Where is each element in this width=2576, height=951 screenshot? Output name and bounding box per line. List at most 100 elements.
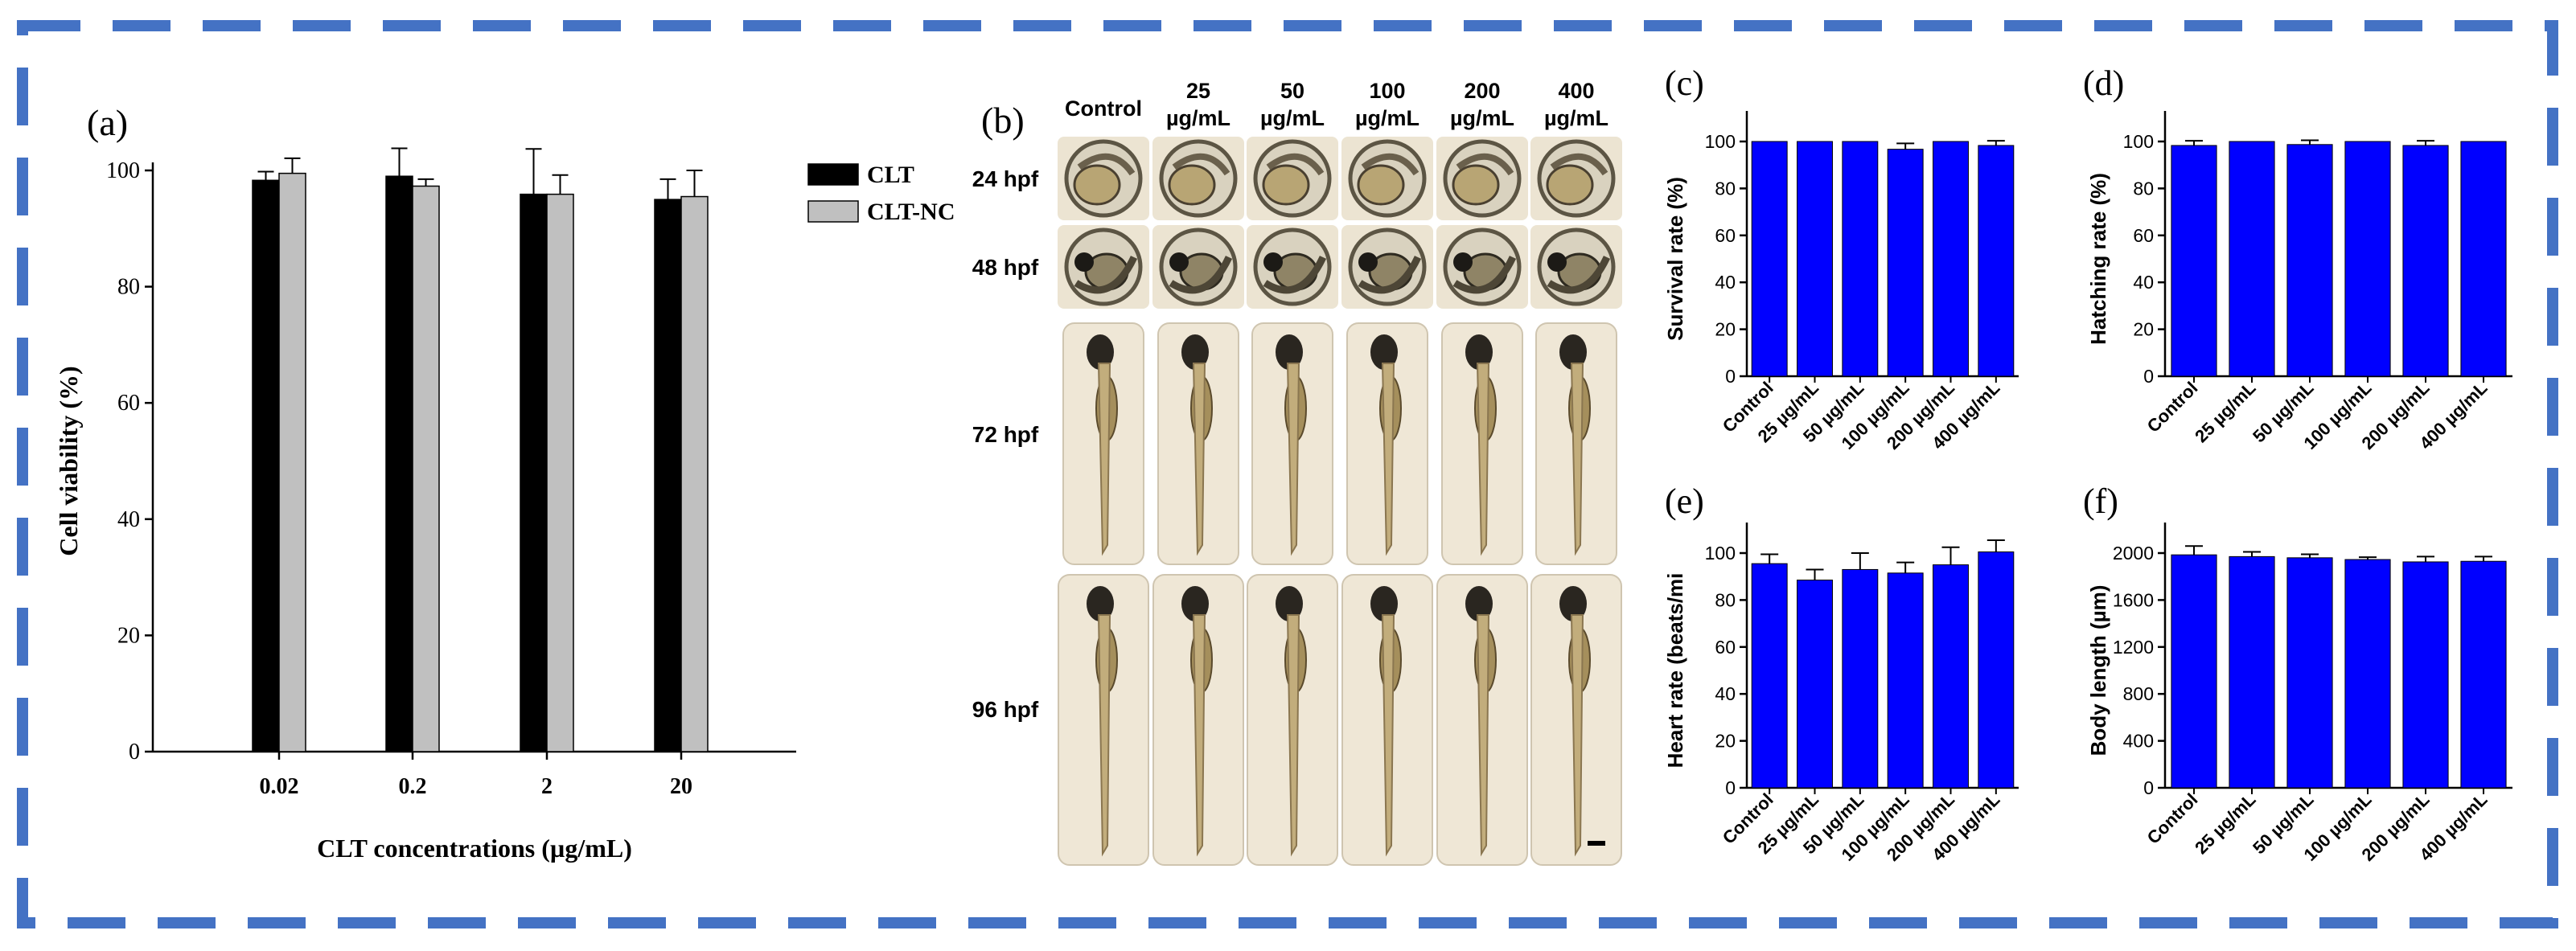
y-tick-label: 80 xyxy=(1715,589,1736,610)
legend-label-clt-nc: CLT-NC xyxy=(867,199,955,225)
larva-head-shape xyxy=(1181,334,1209,370)
eye-shape xyxy=(1453,252,1473,272)
larva-head-shape xyxy=(1370,586,1398,621)
panel-label-f: (f) xyxy=(2083,482,2118,521)
larva-body-shape xyxy=(1476,614,1490,857)
yolk-shape xyxy=(1262,164,1310,206)
larva-head-shape xyxy=(1276,334,1303,370)
bar xyxy=(2171,554,2217,789)
dashed-frame xyxy=(17,20,2558,928)
larva-body-shape xyxy=(1286,363,1300,556)
larva-body-shape xyxy=(1192,614,1206,857)
eye-shape xyxy=(1547,252,1567,272)
y-axis-label: Heart rate (beats/mi xyxy=(1663,573,1687,769)
larva-head-shape xyxy=(1087,586,1114,621)
y-tick-label: 1600 xyxy=(2113,589,2154,610)
y-axis-label: Body length (µm) xyxy=(2086,585,2110,756)
row-label: 24 hpf xyxy=(972,166,1039,191)
y-tick-label: 20 xyxy=(117,623,140,648)
y-tick-label: 80 xyxy=(1715,178,1736,199)
column-header-unit: µg/mL xyxy=(1355,106,1419,130)
bar xyxy=(1797,580,1833,789)
y-tick-label: 60 xyxy=(2133,225,2154,246)
y-tick-label: 100 xyxy=(106,158,140,183)
bar xyxy=(1978,551,2015,789)
y-tick-label: 80 xyxy=(2133,178,2154,199)
yolk-shape xyxy=(1168,164,1216,206)
embryo-tail-shape xyxy=(1452,256,1517,294)
y-tick-label: 400 xyxy=(2123,731,2154,752)
row-label: 48 hpf xyxy=(972,255,1039,280)
bar-clt-nc xyxy=(412,185,440,752)
x-axis-label: CLT concentrations (µg/mL) xyxy=(317,834,632,863)
bar-clt-nc xyxy=(278,172,306,752)
y-tick-label: 0 xyxy=(129,740,140,764)
y-tick-label: 40 xyxy=(1715,683,1736,704)
larva-body-shape xyxy=(1570,614,1584,857)
larva-body-shape xyxy=(1381,614,1395,857)
column-header-value: 50 xyxy=(1280,79,1304,103)
panel-label-a: (a) xyxy=(87,102,128,143)
eye-shape xyxy=(1358,252,1378,272)
bar xyxy=(1933,564,1969,789)
x-tick-label: 20 xyxy=(670,774,692,799)
yolk-shape xyxy=(1073,164,1121,206)
bar xyxy=(1751,563,1788,789)
bar xyxy=(2229,141,2275,377)
bar xyxy=(1842,141,1879,377)
y-tick-label: 1200 xyxy=(2113,637,2154,658)
row-label: 96 hpf xyxy=(972,697,1039,722)
larva-head-shape xyxy=(1087,334,1114,370)
column-header-unit: µg/mL xyxy=(1260,106,1325,130)
embryo-tail-shape xyxy=(1169,256,1233,294)
x-tick-label: 25 µg/mL xyxy=(2191,789,2259,858)
column-header-value: 100 xyxy=(1369,79,1405,103)
y-tick-label: 40 xyxy=(1715,272,1736,293)
bar xyxy=(1933,141,1969,377)
y-tick-label: 80 xyxy=(117,275,140,300)
column-header-value: 25 xyxy=(1186,79,1210,103)
bar xyxy=(2171,145,2217,377)
y-tick-label: 0 xyxy=(2143,777,2154,798)
bar-clt xyxy=(520,193,548,752)
bar xyxy=(2460,141,2507,377)
bar xyxy=(2402,145,2449,377)
y-tick-label: 100 xyxy=(1705,131,1736,152)
y-tick-label: 20 xyxy=(1715,319,1736,340)
larva-head-shape xyxy=(1465,586,1493,621)
x-tick-label: 25 µg/mL xyxy=(2191,378,2259,446)
bar-clt xyxy=(654,199,682,752)
bar xyxy=(2344,559,2391,789)
larva-body-shape xyxy=(1097,363,1111,556)
panel-a-chart: (a) 0 20 40 60 80 100 0.02 0.2 2 20 Cell viability … xyxy=(54,102,955,863)
y-tick-label: 40 xyxy=(117,507,140,532)
bar-clt xyxy=(385,175,413,752)
bar xyxy=(1978,145,2015,377)
eye-shape xyxy=(1074,252,1094,272)
y-tick-label: 2000 xyxy=(2113,543,2154,564)
embryo-tail-shape xyxy=(1263,256,1327,294)
row-label: 72 hpf xyxy=(972,422,1039,447)
panel-b-embryo-images: (b) Control 25 µg/mL 50 µg/mL 100 µg/mL 200 µg/mL… xyxy=(972,79,1622,866)
legend-label-clt: CLT xyxy=(867,162,914,188)
larva-body-shape xyxy=(1286,614,1300,857)
embryo-tail-shape xyxy=(1547,256,1611,294)
bar xyxy=(1887,149,1924,377)
y-axis-label: Survival rate (%) xyxy=(1663,177,1687,341)
embryo-body-shape xyxy=(1550,153,1608,176)
y-tick-label: 20 xyxy=(1715,731,1736,752)
embryo-body-shape xyxy=(1172,153,1230,176)
column-header-unit: µg/mL xyxy=(1166,106,1230,130)
bar-clt-nc xyxy=(680,195,709,752)
yolk-shape xyxy=(1546,164,1594,206)
bar xyxy=(2229,555,2275,789)
panel-label-b: (b) xyxy=(981,100,1025,141)
bar xyxy=(2286,557,2333,789)
column-header-value: 200 xyxy=(1464,79,1500,103)
